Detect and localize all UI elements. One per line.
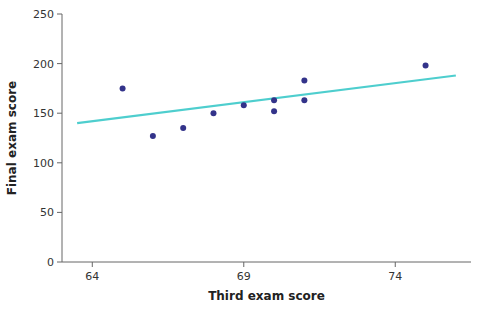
x-tick-label: 74 [388, 270, 402, 283]
x-tick-label: 69 [237, 270, 251, 283]
fit-line [77, 76, 456, 124]
y-tick [57, 212, 62, 213]
scatter-point [180, 125, 186, 131]
scatter-point [241, 102, 247, 108]
y-tick [57, 113, 62, 114]
y-tick-label: 250 [33, 8, 54, 21]
plot-area [77, 63, 456, 139]
scatter-point [150, 133, 156, 139]
scatter-point [301, 97, 307, 103]
scatter-point [423, 63, 429, 69]
x-tick [92, 262, 93, 267]
x-tick [243, 262, 244, 267]
y-tick [57, 63, 62, 64]
x-tick-label: 64 [85, 270, 99, 283]
y-tick-label: 0 [47, 256, 54, 269]
x-axis-label: Third exam score [208, 289, 325, 303]
scatter-point [210, 110, 216, 116]
y-tick [57, 262, 62, 263]
y-axis-line [62, 14, 63, 262]
scatter-point [271, 108, 277, 114]
x-axis-line [62, 262, 471, 263]
scatter-point [301, 77, 307, 83]
x-tick [395, 262, 396, 267]
x-axis: 64 69 74 [85, 262, 402, 283]
scatter-point [271, 97, 277, 103]
y-tick-label: 100 [33, 157, 54, 170]
y-tick [57, 14, 62, 15]
y-axis: 0 50 100 150 200 250 [33, 8, 62, 269]
scatter-point [120, 85, 126, 91]
chart: 64 69 74 0 50 100 150 200 250 Third exam score Fin… [0, 0, 487, 312]
y-tick [57, 162, 62, 163]
y-axis-label: Final exam score [5, 81, 19, 195]
y-tick-label: 150 [33, 107, 54, 120]
y-tick-label: 200 [33, 58, 54, 71]
y-tick-label: 50 [40, 206, 54, 219]
